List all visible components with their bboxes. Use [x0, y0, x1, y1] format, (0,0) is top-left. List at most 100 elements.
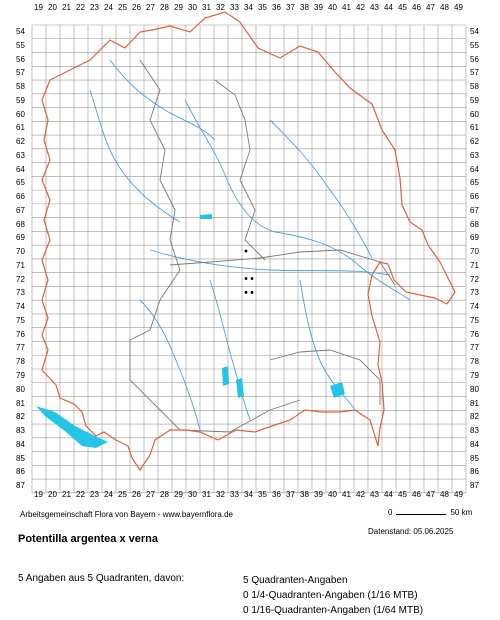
occurrence-point	[250, 277, 254, 280]
tick-label-left: 73	[16, 288, 25, 298]
tick-label-right: 87	[470, 481, 479, 491]
occurrence-point	[250, 290, 254, 294]
quadrant-line-3: 0 1/16-Quadranten-Angaben (1/64 MTB)	[243, 605, 424, 616]
tick-label-right: 61	[470, 123, 479, 133]
tick-label-bottom: 43	[370, 490, 379, 499]
river-south-2	[299, 279, 356, 411]
tick-label-top: 47	[426, 3, 435, 12]
tick-label-right: 73	[470, 288, 479, 298]
tick-label-left: 68	[16, 219, 25, 229]
quadrant-line-2: 0 1/4-Quadranten-Angaben (1/16 MTB)	[243, 590, 418, 601]
occurrence-points-layer	[244, 249, 254, 294]
tick-label-bottom: 31	[202, 490, 211, 499]
tick-label-bottom: 45	[398, 490, 407, 499]
tick-label-bottom: 40	[328, 490, 337, 499]
tick-label-right: 55	[470, 40, 479, 50]
tick-label-bottom: 19	[34, 490, 43, 499]
tick-label-left: 80	[16, 384, 25, 394]
tick-label-right: 68	[470, 219, 479, 229]
tick-label-right: 59	[470, 95, 479, 105]
scale-bar-line	[396, 508, 447, 515]
tick-label-bottom: 39	[314, 490, 323, 499]
river-south-1	[209, 279, 251, 421]
tick-label-bottom: 44	[384, 490, 393, 499]
tick-label-bottom: 32	[216, 490, 225, 499]
tick-label-right: 81	[470, 398, 479, 408]
tick-label-left: 75	[16, 315, 25, 325]
tick-label-right: 77	[470, 343, 479, 353]
tick-label-right: 76	[470, 329, 479, 339]
tick-label-top: 37	[286, 3, 295, 12]
tick-label-bottom: 24	[104, 490, 113, 499]
tick-label-right: 75	[470, 315, 479, 325]
tick-label-top: 26	[132, 3, 141, 12]
tick-label-bottom: 23	[90, 490, 99, 499]
distribution-map	[31, 11, 467, 494]
tick-label-top: 39	[314, 3, 323, 12]
tick-label-left: 74	[16, 302, 25, 312]
tick-label-top: 45	[398, 3, 407, 12]
tick-label-right: 83	[470, 426, 479, 436]
tick-label-left: 70	[16, 247, 25, 257]
tick-label-bottom: 28	[160, 490, 169, 499]
tick-label-left: 61	[16, 123, 25, 133]
tick-label-left: 86	[16, 467, 25, 477]
tick-label-top: 34	[244, 3, 253, 12]
tick-label-right: 65	[470, 178, 479, 188]
quadrant-line-1: 5 Quadranten-Angaben	[243, 575, 348, 586]
tick-label-left: 58	[16, 82, 25, 92]
tick-label-left: 85	[16, 453, 25, 463]
tick-label-bottom: 46	[412, 490, 421, 499]
tick-label-left: 82	[16, 412, 25, 422]
tick-label-right: 54	[470, 27, 479, 36]
tick-label-right: 57	[470, 68, 479, 78]
tick-label-top: 44	[384, 3, 393, 12]
tick-label-right: 56	[470, 54, 479, 64]
tick-label-bottom: 48	[440, 490, 449, 499]
region-border-4	[269, 349, 381, 405]
species-title: Potentilla argentea x verna	[18, 533, 158, 545]
tick-label-right: 74	[470, 302, 479, 312]
tick-label-bottom: 25	[118, 490, 127, 499]
tick-label-bottom: 36	[272, 490, 281, 499]
occurrence-point	[244, 277, 248, 280]
tick-label-bottom: 34	[244, 490, 253, 499]
tick-label-top: 46	[412, 3, 421, 12]
tick-label-top: 19	[34, 3, 43, 12]
tick-label-bottom: 22	[76, 490, 85, 499]
tick-label-right: 86	[470, 467, 479, 477]
tick-label-left: 60	[16, 109, 25, 119]
tick-label-top: 27	[146, 3, 155, 12]
tick-label-top: 38	[300, 3, 309, 12]
tick-label-bottom: 27	[146, 490, 155, 499]
tick-label-top: 41	[342, 3, 351, 12]
lake-starnberg	[236, 378, 244, 398]
tick-label-bottom: 37	[286, 490, 295, 499]
river-north	[109, 59, 216, 141]
lake-bodensee	[36, 406, 108, 448]
tick-label-bottom: 41	[342, 490, 351, 499]
tick-label-right: 67	[470, 205, 479, 215]
tick-label-bottom: 38	[300, 490, 309, 499]
tick-label-top: 48	[440, 3, 449, 12]
tick-label-left: 56	[16, 54, 25, 64]
tick-label-bottom: 20	[48, 490, 57, 499]
lakes-layer	[36, 214, 345, 448]
tick-label-bottom: 49	[454, 490, 463, 499]
tick-label-bottom: 26	[132, 490, 141, 499]
occurrence-point	[244, 290, 248, 294]
tick-label-top: 32	[216, 3, 225, 12]
occurrence-point	[244, 249, 248, 253]
tick-label-left: 55	[16, 40, 25, 50]
tick-label-bottom: 21	[62, 490, 71, 499]
tick-label-top: 22	[76, 3, 85, 12]
tick-label-left: 57	[16, 68, 25, 78]
tick-label-right: 79	[470, 371, 479, 380]
lake-ammersee	[222, 366, 229, 386]
tick-label-right: 70	[470, 247, 479, 257]
tick-label-bottom: 42	[356, 490, 365, 499]
tick-label-left: 79	[16, 371, 25, 380]
region-border-1	[129, 59, 181, 341]
tick-label-right: 58	[470, 82, 479, 92]
tick-label-bottom: 33	[230, 490, 239, 499]
